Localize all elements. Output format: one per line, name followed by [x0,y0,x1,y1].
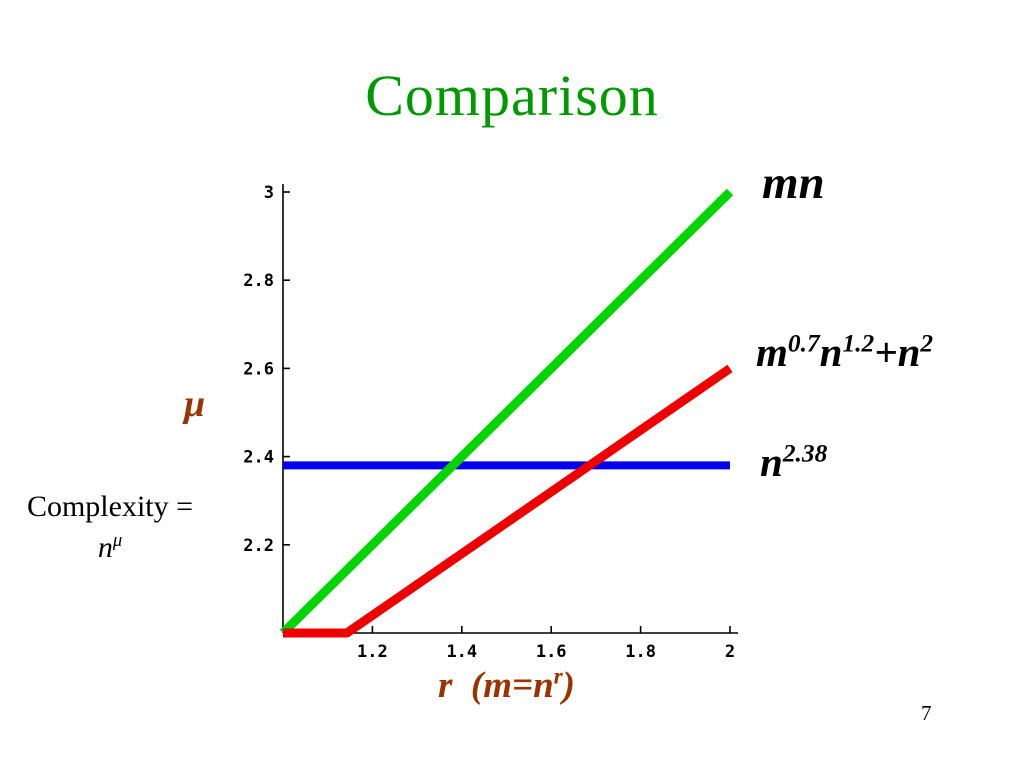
x-tick-label: 1.2 [357,642,388,662]
x-tick-label: 1.4 [446,642,477,662]
slide-title: Comparison [365,63,659,128]
superscript: 2 [920,329,934,358]
superscript: 2.38 [782,439,828,468]
series-line-m07n12-plus-n2 [283,364,733,638]
x-tick-label: 1.8 [625,642,656,662]
y-tick-label: 2.4 [243,448,274,468]
series-line-mn [279,188,734,637]
y-tick-label: 2.8 [243,271,274,291]
superscript: μ [112,530,123,552]
superscript: 1.2 [842,329,875,358]
x-axis-label: r (m=nr) [438,663,575,706]
x-tick-label: 1.6 [536,642,567,662]
complexity-text: Complexity = [26,490,194,523]
y-axis-label: μ [184,383,206,425]
superscript: 0.7 [787,329,820,358]
y-tick-label: 2.6 [243,359,274,379]
complexity-annotation: Complexity = nμ [12,486,208,569]
complexity-formula: nμ [97,530,123,565]
y-tick-label: 3 [264,183,274,203]
curve-label-m07n12-plus-n2: m0.7n1.2+n2 [756,329,934,375]
x-tick-label: 2 [725,642,735,662]
curve-label-mn: mn [762,157,825,209]
superscript: r [553,663,563,689]
y-tick-label: 2.2 [243,536,274,556]
curve-label-n238: n2.38 [760,439,828,485]
page-number: 7 [921,701,932,725]
